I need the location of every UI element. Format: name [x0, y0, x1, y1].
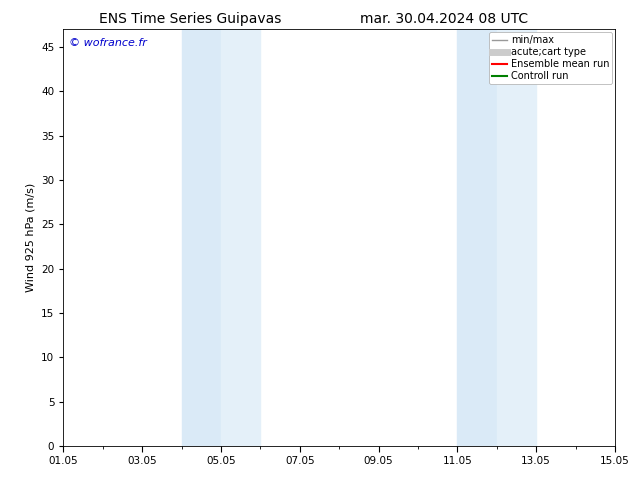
Bar — [457, 29, 497, 446]
Bar — [497, 29, 536, 446]
Bar — [181, 29, 221, 446]
Text: © wofrance.fr: © wofrance.fr — [69, 38, 147, 48]
Text: mar. 30.04.2024 08 UTC: mar. 30.04.2024 08 UTC — [359, 12, 528, 26]
Text: ENS Time Series Guipavas: ENS Time Series Guipavas — [99, 12, 281, 26]
Y-axis label: Wind 925 hPa (m/s): Wind 925 hPa (m/s) — [25, 183, 36, 292]
Bar — [221, 29, 261, 446]
Legend: min/max, acute;cart type, Ensemble mean run, Controll run: min/max, acute;cart type, Ensemble mean … — [489, 32, 612, 84]
